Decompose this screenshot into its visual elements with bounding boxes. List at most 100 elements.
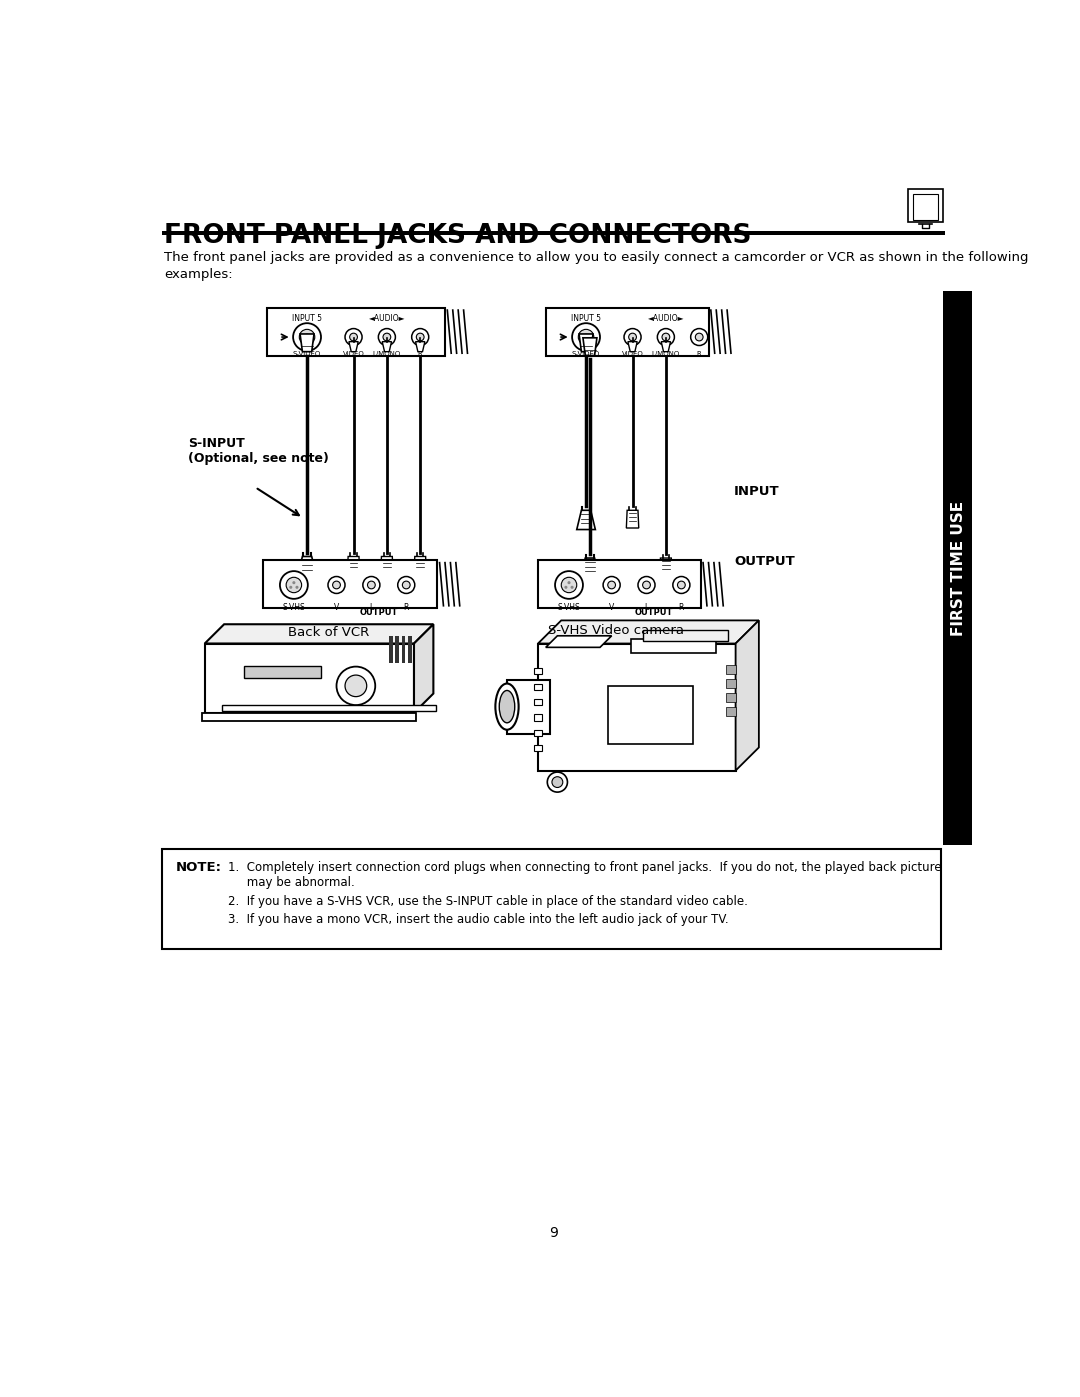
Circle shape: [581, 338, 584, 341]
Polygon shape: [626, 510, 638, 528]
Circle shape: [416, 334, 424, 341]
Bar: [608, 686, 693, 743]
Text: INPUT 5: INPUT 5: [571, 314, 602, 323]
Circle shape: [662, 334, 670, 341]
Text: S-VHS: S-VHS: [557, 602, 580, 612]
Polygon shape: [545, 636, 611, 647]
Polygon shape: [416, 342, 424, 352]
FancyBboxPatch shape: [908, 189, 943, 222]
Circle shape: [691, 328, 707, 345]
Circle shape: [309, 338, 312, 341]
Bar: [202, 712, 416, 721]
Polygon shape: [414, 624, 433, 712]
Bar: [535, 729, 542, 736]
Text: Back of VCR: Back of VCR: [288, 626, 369, 638]
Text: R: R: [404, 602, 409, 612]
Circle shape: [572, 323, 600, 351]
Text: INPUT 5: INPUT 5: [292, 314, 322, 323]
Polygon shape: [414, 556, 427, 574]
Text: VIDEO: VIDEO: [342, 351, 364, 356]
Text: L: L: [645, 602, 649, 612]
Circle shape: [345, 328, 362, 345]
Polygon shape: [627, 342, 637, 352]
Text: R: R: [678, 602, 684, 612]
Circle shape: [367, 581, 375, 588]
Bar: [162, 849, 941, 949]
Polygon shape: [300, 334, 314, 352]
Circle shape: [578, 330, 594, 345]
Bar: [538, 560, 701, 608]
Circle shape: [289, 585, 293, 588]
Text: VIDEO: VIDEO: [622, 351, 644, 356]
Ellipse shape: [499, 690, 515, 722]
Polygon shape: [298, 556, 316, 576]
Circle shape: [296, 585, 298, 588]
Bar: [402, 636, 405, 662]
Text: FRONT PANEL JACKS AND CONNECTORS: FRONT PANEL JACKS AND CONNECTORS: [164, 224, 752, 249]
Bar: [535, 698, 542, 705]
Polygon shape: [349, 342, 359, 352]
Text: INPUT: INPUT: [734, 485, 780, 497]
Text: 3.  If you have a mono VCR, insert the audio cable into the left audio jack of y: 3. If you have a mono VCR, insert the au…: [228, 914, 729, 926]
Text: may be abnormal.: may be abnormal.: [228, 876, 354, 888]
Circle shape: [306, 334, 309, 337]
Circle shape: [638, 577, 656, 594]
Circle shape: [603, 577, 620, 594]
Bar: [162, 231, 945, 236]
Circle shape: [293, 581, 296, 584]
Bar: [727, 693, 735, 703]
Circle shape: [363, 577, 380, 594]
Circle shape: [673, 577, 690, 594]
Bar: [408, 636, 411, 662]
Bar: [395, 636, 400, 662]
Bar: [545, 307, 708, 355]
Text: 2.  If you have a S-VHS VCR, use the S-INPUT cable in place of the standard vide: 2. If you have a S-VHS VCR, use the S-IN…: [228, 895, 747, 908]
Bar: [389, 636, 393, 662]
Circle shape: [696, 334, 703, 341]
Circle shape: [555, 571, 583, 599]
FancyBboxPatch shape: [913, 194, 937, 219]
Circle shape: [280, 571, 308, 599]
Text: The front panel jacks are provided as a convenience to allow you to easily conne: The front panel jacks are provided as a …: [164, 251, 1029, 281]
Bar: [727, 707, 735, 715]
Circle shape: [378, 328, 395, 345]
Circle shape: [624, 328, 642, 345]
Circle shape: [608, 581, 616, 588]
Bar: [943, 291, 972, 845]
Circle shape: [299, 330, 314, 345]
Bar: [221, 705, 435, 711]
Text: NOTE:: NOTE:: [175, 861, 221, 873]
Bar: [205, 644, 414, 712]
Text: OUTPUT: OUTPUT: [734, 556, 795, 569]
Text: R: R: [697, 351, 702, 356]
Text: ◄AUDIO►: ◄AUDIO►: [648, 314, 684, 323]
Bar: [727, 679, 735, 689]
Circle shape: [562, 577, 577, 592]
Circle shape: [345, 675, 367, 697]
Circle shape: [565, 585, 567, 588]
Circle shape: [350, 334, 357, 341]
Circle shape: [383, 334, 391, 341]
Text: S-VHS Video camera: S-VHS Video camera: [548, 624, 684, 637]
Polygon shape: [382, 342, 392, 352]
Bar: [535, 668, 542, 675]
Circle shape: [286, 577, 301, 592]
Circle shape: [629, 334, 636, 341]
Circle shape: [658, 328, 674, 345]
Bar: [631, 638, 716, 652]
Circle shape: [552, 777, 563, 788]
Polygon shape: [348, 556, 360, 574]
Text: S-INPUT
(Optional, see note): S-INPUT (Optional, see note): [188, 437, 328, 465]
Bar: [727, 665, 735, 675]
Text: R: R: [418, 351, 422, 356]
Polygon shape: [660, 557, 672, 576]
Bar: [643, 630, 728, 641]
Polygon shape: [380, 556, 393, 574]
Circle shape: [302, 338, 306, 341]
Bar: [243, 666, 321, 678]
Bar: [538, 644, 735, 771]
Circle shape: [588, 338, 591, 341]
Text: L/MONO: L/MONO: [651, 351, 680, 356]
Circle shape: [548, 773, 567, 792]
Circle shape: [397, 577, 415, 594]
